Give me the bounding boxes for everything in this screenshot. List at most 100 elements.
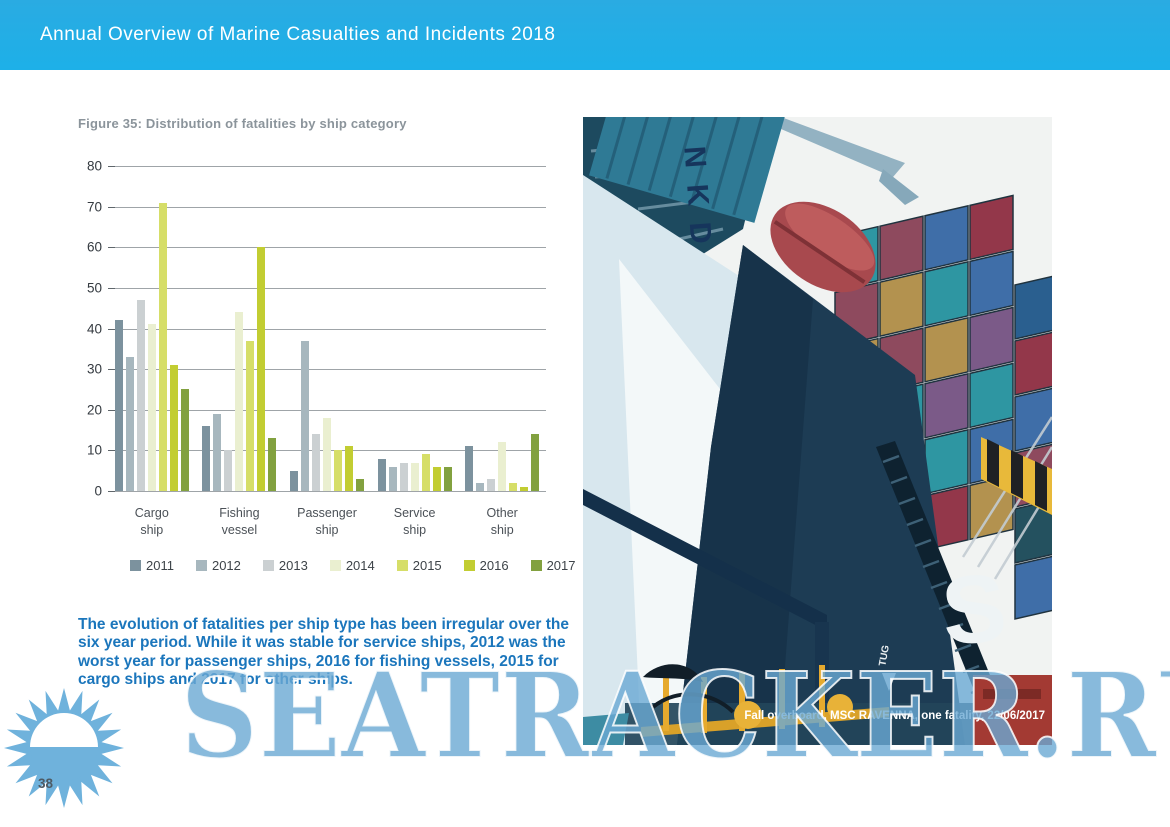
container-box bbox=[969, 306, 1014, 373]
y-axis-tick-label: 0 bbox=[94, 483, 102, 499]
legend-swatch bbox=[463, 560, 475, 571]
y-axis-tick-label: 10 bbox=[86, 442, 102, 458]
bar-2016-other-ship bbox=[520, 486, 529, 491]
y-axis-tick-label: 70 bbox=[86, 199, 102, 215]
legend-item-2015: 2015 bbox=[396, 558, 442, 573]
gridline bbox=[108, 206, 546, 208]
y-axis-tick-label: 40 bbox=[86, 321, 102, 336]
container-box bbox=[969, 194, 1014, 261]
gridline bbox=[108, 247, 546, 249]
container-box bbox=[924, 260, 969, 327]
dock-equipment bbox=[583, 664, 1052, 745]
legend-swatch bbox=[195, 560, 207, 571]
gridline bbox=[108, 328, 546, 330]
container-box bbox=[879, 271, 924, 338]
body-paragraph: The evolution of fatalities per ship typ… bbox=[78, 616, 569, 688]
bar-2013-cargo-ship bbox=[136, 300, 145, 491]
bar-2011-cargo-ship bbox=[114, 320, 123, 491]
bar-2017-fishing-vessel bbox=[268, 438, 277, 491]
bar-2015-service-ship bbox=[421, 454, 430, 491]
bar-2017-cargo-ship bbox=[180, 389, 189, 491]
bar-2014-service-ship bbox=[410, 462, 419, 491]
x-axis-category-label: Passenger ship bbox=[297, 506, 357, 537]
tug-marking: TUG bbox=[877, 644, 896, 691]
bar-2015-fishing-vessel bbox=[246, 340, 255, 491]
bar-2016-service-ship bbox=[432, 466, 441, 491]
chart-plot: 0 10 20 30 40 50 60 70 80 Cargo ship Fishing vessel P… bbox=[87, 159, 546, 537]
watermark-sun-icon bbox=[4, 688, 124, 808]
bar-2015-other-ship bbox=[509, 482, 518, 491]
hull-letter: S bbox=[938, 554, 1011, 666]
container-box bbox=[1014, 330, 1052, 396]
y-axis-tick-label: 20 bbox=[86, 402, 102, 418]
container-box bbox=[1014, 554, 1052, 620]
figure-title: Figure 35: Distribution of fatalities by… bbox=[78, 116, 407, 131]
legend-swatch bbox=[130, 560, 141, 571]
page-header-band: Annual Overview of Marine Casualties and… bbox=[0, 0, 1170, 70]
photo-caption: Fall overboard, MSC RAVENNA, one fatalit… bbox=[744, 710, 1045, 722]
bar-2015-cargo-ship bbox=[158, 202, 167, 491]
bar-2017-passenger-ship bbox=[356, 478, 364, 491]
container-box bbox=[924, 204, 969, 271]
bar-2017-service-ship bbox=[443, 466, 452, 491]
legend-label: 2011 bbox=[146, 558, 174, 573]
bar-2011-service-ship bbox=[377, 458, 386, 491]
crane-hook bbox=[879, 169, 919, 205]
y-axis-tick-label: 50 bbox=[86, 280, 102, 296]
gridline bbox=[108, 409, 546, 411]
bar-2012-service-ship bbox=[388, 466, 397, 491]
crane-boom bbox=[981, 437, 1052, 515]
bar-2012-other-ship bbox=[476, 482, 485, 491]
x-axis-category-label: Other ship bbox=[486, 506, 518, 537]
legend-label: 2014 bbox=[345, 558, 375, 573]
container-box bbox=[879, 215, 924, 282]
container-box bbox=[1014, 274, 1052, 340]
container-box bbox=[924, 372, 969, 439]
bar-2013-passenger-ship bbox=[312, 434, 320, 491]
bar-2014-other-ship bbox=[498, 442, 507, 491]
legend-item-2011: 2011 bbox=[130, 558, 174, 573]
legend-item-2017: 2017 bbox=[530, 558, 576, 573]
container-box bbox=[1014, 386, 1052, 452]
bar-2014-fishing-vessel bbox=[235, 312, 244, 491]
bar-2012-passenger-ship bbox=[301, 340, 309, 491]
container-box bbox=[924, 428, 969, 495]
bar-2013-other-ship bbox=[487, 478, 496, 491]
hull-dark-shade bbox=[677, 245, 813, 745]
legend-item-2014: 2014 bbox=[329, 558, 375, 573]
bar-2015-passenger-ship bbox=[334, 450, 342, 491]
gridline bbox=[108, 369, 546, 371]
bar-2012-cargo-ship bbox=[125, 356, 134, 491]
legend-label: 2012 bbox=[211, 558, 241, 573]
report-title: Annual Overview of Marine Casualties and… bbox=[40, 24, 556, 45]
y-axis-tick-label: 60 bbox=[86, 239, 102, 255]
gridline bbox=[108, 491, 546, 492]
legend-item-2016: 2016 bbox=[463, 558, 509, 573]
bar-2014-passenger-ship bbox=[323, 417, 331, 491]
container-box bbox=[924, 316, 969, 383]
crane-arm bbox=[753, 117, 905, 177]
legend-label: 2016 bbox=[479, 558, 509, 573]
bar-2016-fishing-vessel bbox=[257, 247, 266, 491]
bar-2016-passenger-ship bbox=[345, 446, 353, 491]
ship-photo: N K D S bbox=[583, 117, 1052, 745]
sun-dome bbox=[30, 713, 98, 747]
bar-2011-fishing-vessel bbox=[202, 426, 211, 491]
hanging-container: N K D bbox=[589, 117, 789, 249]
container-letters: N K D bbox=[677, 145, 717, 249]
bar-2017-other-ship bbox=[531, 434, 540, 491]
fatalities-bar-chart: 0 10 20 30 40 50 60 70 80 Cargo ship Fishing vessel P… bbox=[78, 158, 576, 628]
bar-2013-service-ship bbox=[399, 462, 408, 491]
gridline bbox=[108, 287, 546, 289]
legend-label: 2013 bbox=[278, 558, 308, 573]
bar-2013-fishing-vessel bbox=[224, 450, 233, 491]
svg-text:TUG: TUG bbox=[877, 644, 892, 667]
x-axis-category-label: Cargo ship bbox=[134, 506, 169, 537]
gridline bbox=[108, 166, 546, 167]
x-axis-category-label: Service ship bbox=[393, 506, 436, 537]
y-axis-tick-label: 80 bbox=[86, 158, 102, 174]
x-axis-category-label: Fishing vessel bbox=[219, 506, 260, 537]
container-box bbox=[969, 250, 1014, 317]
lifeboat bbox=[770, 201, 876, 293]
